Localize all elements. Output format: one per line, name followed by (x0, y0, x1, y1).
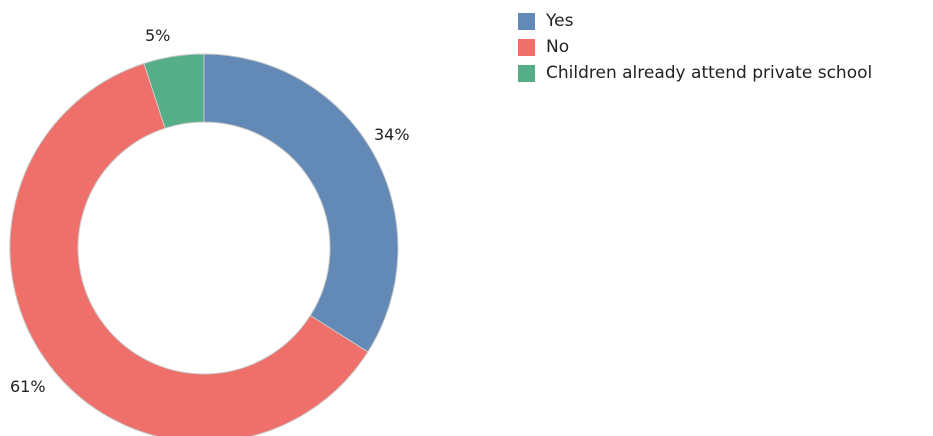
legend-swatch-yes (518, 12, 535, 30)
slice-no[interactable] (9, 62, 369, 436)
slice-yes[interactable] (203, 53, 399, 353)
legend-swatch-no (518, 38, 535, 56)
legend-label-yes: Yes (546, 11, 574, 31)
legend: Yes No Children already attend private s… (518, 8, 872, 86)
donut-slices (9, 53, 399, 436)
slice-private-school[interactable] (143, 53, 205, 129)
legend-item-yes[interactable]: Yes (518, 8, 872, 34)
legend-label-no: No (546, 37, 570, 57)
legend-item-private-school[interactable]: Children already attend private school (518, 60, 872, 86)
slice-label-no: 61% (10, 377, 46, 396)
slice-label-yes: 34% (374, 125, 410, 144)
legend-item-no[interactable]: No (518, 34, 872, 60)
legend-label-private-school: Children already attend private school (546, 63, 873, 83)
slice-label-private-school: 5% (145, 26, 170, 45)
legend-swatch-private-school (518, 64, 535, 82)
